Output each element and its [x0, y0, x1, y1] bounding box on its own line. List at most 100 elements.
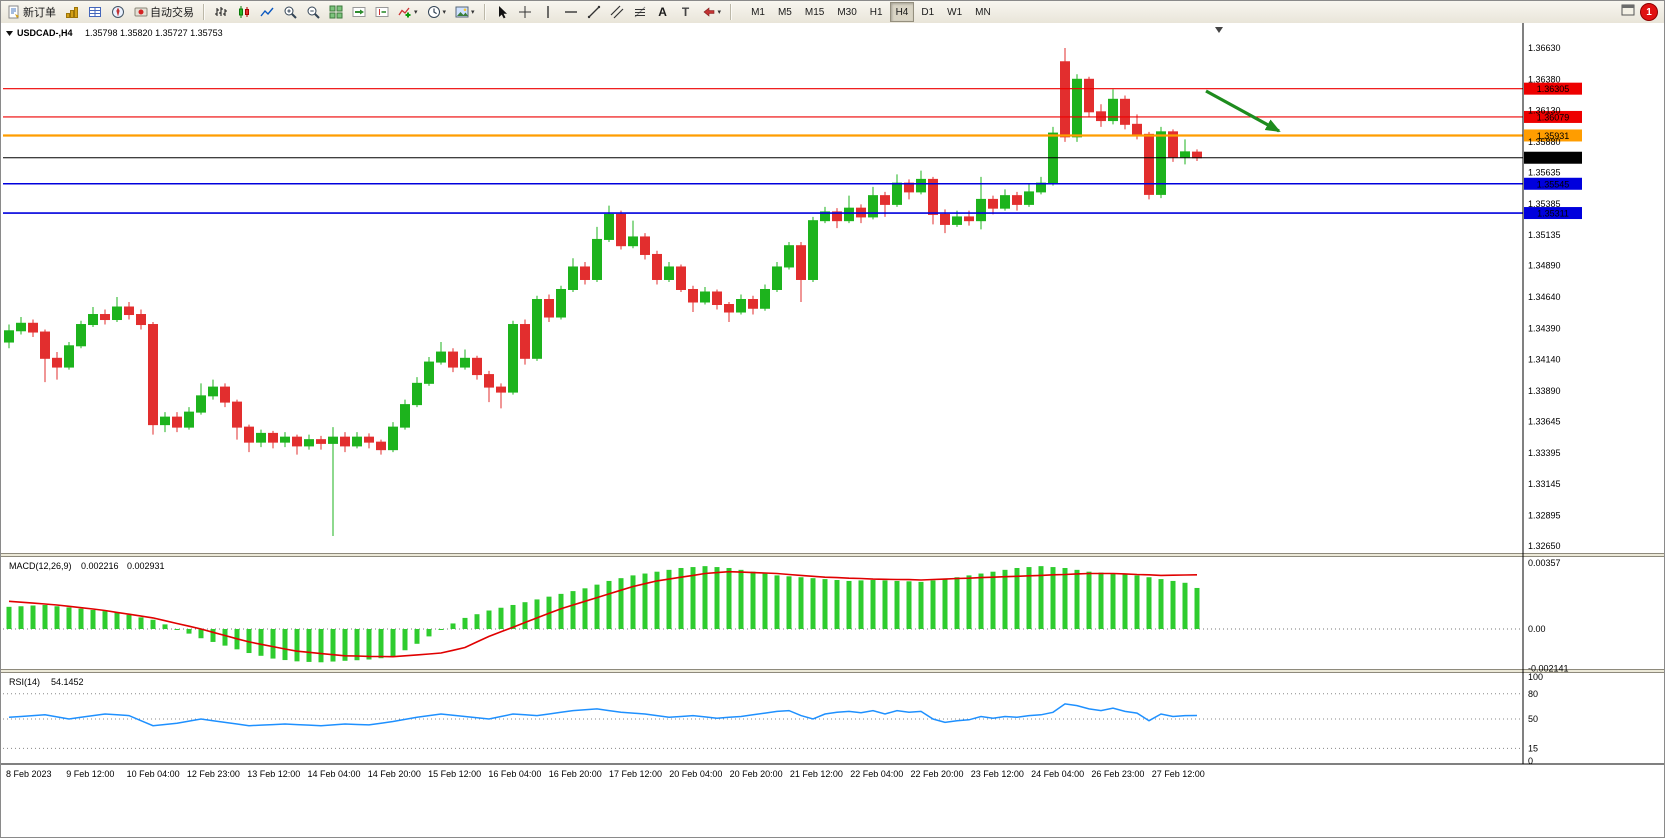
symbol-dropdown-icon[interactable] — [6, 31, 13, 36]
macd-histogram-bar — [414, 629, 420, 644]
chart-bars-button[interactable] — [210, 2, 232, 22]
rsi-axis-label: 15 — [1528, 743, 1538, 753]
candle — [208, 379, 218, 400]
chart-canvas[interactable]: USDCAD-,H4 1.35798 1.35820 1.35727 1.357… — [1, 23, 1665, 838]
price-level-badge[interactable] — [1524, 177, 1582, 190]
macd-histogram-bar — [654, 571, 660, 629]
macd-histogram-bar — [810, 578, 816, 629]
candle — [1168, 129, 1178, 162]
candle — [844, 195, 854, 224]
horizontal-line-icon — [564, 5, 578, 19]
macd-histogram-bar — [270, 629, 276, 659]
time-axis[interactable]: 8 Feb 2023 9 Feb 12:00 10 Feb 04:00 12 Feb … — [6, 769, 1205, 779]
candle — [1000, 189, 1010, 211]
timeframe-m30-button[interactable]: M30 — [831, 2, 862, 22]
time-axis-label: 26 Feb 23:00 — [1091, 769, 1144, 779]
price-level-resistance-1[interactable]: 1.36305 — [3, 82, 1582, 95]
zoom-in-button[interactable] — [279, 2, 301, 22]
macd-histogram-bar — [942, 579, 948, 629]
new-order-button[interactable]: 新订单 — [3, 2, 60, 22]
autotrade-button[interactable]: 自动交易 — [130, 2, 198, 22]
candle — [196, 383, 206, 415]
candle — [988, 195, 998, 215]
price-level-badge[interactable] — [1524, 151, 1582, 164]
price-level-badge[interactable] — [1524, 129, 1582, 142]
candle — [220, 383, 230, 408]
price-level-badge[interactable] — [1524, 110, 1582, 123]
candle — [172, 412, 182, 433]
candle — [76, 320, 86, 349]
timeframe-mn-button[interactable]: MN — [969, 2, 997, 22]
fibonacci-button[interactable] — [629, 2, 651, 22]
candle — [1108, 89, 1118, 125]
price-axis[interactable]: 1.36630 1.36380 1.36130 1.35880 1.35635 1.353… — [1528, 43, 1561, 551]
price-level-badge-text: 1.35931 — [1537, 131, 1570, 141]
text-button[interactable]: A — [652, 2, 674, 22]
panel-splitter[interactable] — [1, 553, 1665, 557]
horizontal-line-button[interactable] — [560, 2, 582, 22]
macd-main-value: 0.002216 — [81, 561, 119, 571]
macd-histogram-bar — [318, 629, 324, 663]
timeframe-h1-button[interactable]: H1 — [864, 2, 889, 22]
navigator-button[interactable] — [107, 2, 129, 22]
autoscroll-button[interactable] — [348, 2, 370, 22]
crosshair-button[interactable] — [514, 2, 536, 22]
timeframe-m15-button[interactable]: M15 — [799, 2, 830, 22]
macd-signal-value: 0.002931 — [127, 561, 165, 571]
candle — [640, 233, 650, 260]
timeframe-h4-button[interactable]: H4 — [889, 2, 915, 22]
tile-windows-button[interactable] — [325, 2, 347, 22]
trendline-button[interactable] — [583, 2, 605, 22]
candle — [892, 174, 902, 207]
dropdown-caret-icon: ▾ — [442, 8, 447, 16]
candle — [460, 349, 470, 370]
timeframe-m5-button[interactable]: M5 — [772, 2, 798, 22]
chart-candles-button[interactable] — [233, 2, 255, 22]
price-level-resistance-2[interactable]: 1.36079 — [3, 110, 1582, 123]
price-level-support-1[interactable]: 1.35545 — [3, 177, 1582, 190]
chart-shift-button[interactable] — [371, 2, 393, 22]
rsi-line — [8, 703, 1198, 727]
candle — [1084, 76, 1094, 117]
zoom-out-button[interactable] — [302, 2, 324, 22]
time-axis-label: 24 Feb 04:00 — [1031, 769, 1084, 779]
candle — [796, 241, 806, 303]
chart-shift-marker[interactable] — [1215, 27, 1223, 33]
price-level-badge[interactable] — [1524, 207, 1582, 220]
price-axis-label: 1.32895 — [1528, 510, 1561, 520]
timeframe-w1-button[interactable]: W1 — [941, 2, 968, 22]
price-level-bid[interactable]: 1.35753 — [3, 151, 1582, 164]
periods-button[interactable]: ▾ — [423, 2, 451, 22]
channel-button[interactable] — [606, 2, 628, 22]
macd-histogram-bar — [126, 614, 132, 629]
time-axis-label: 12 Feb 23:00 — [187, 769, 240, 779]
candle — [316, 435, 326, 450]
panel-splitter[interactable] — [1, 669, 1665, 673]
vertical-line-button[interactable] — [537, 2, 559, 22]
rsi-panel[interactable]: 100 80 50 15 0 — [3, 672, 1543, 766]
data-window-button[interactable] — [84, 2, 106, 22]
price-axis-label: 1.34890 — [1528, 261, 1561, 271]
macd-histogram-bar — [1182, 582, 1188, 629]
cursor-button[interactable] — [491, 2, 513, 22]
price-level-pivot[interactable]: 1.35931 — [3, 129, 1582, 142]
macd-histogram-bar — [1146, 577, 1152, 629]
macd-panel[interactable]: 0.00357 0.00 -0.002141 — [3, 558, 1569, 674]
price-level-support-2[interactable]: 1.35311 — [3, 207, 1582, 220]
price-axis-label: 1.33890 — [1528, 386, 1561, 396]
notification-badge[interactable]: 1 — [1640, 3, 1658, 21]
macd-histogram-bar — [738, 569, 744, 629]
chart-line-button[interactable] — [256, 2, 278, 22]
price-level-badge[interactable] — [1524, 82, 1582, 95]
market-watch-button[interactable] — [61, 2, 83, 22]
candle — [112, 297, 122, 323]
time-axis-label: 21 Feb 12:00 — [790, 769, 843, 779]
trend-arrow-annotation[interactable] — [1205, 89, 1281, 133]
indicators-button[interactable]: ▾ — [394, 2, 422, 22]
templates-button[interactable]: ▾ — [451, 2, 479, 22]
timeframe-d1-button[interactable]: D1 — [915, 2, 940, 22]
text-label-button[interactable]: T — [675, 2, 697, 22]
timeframe-m1-button[interactable]: M1 — [745, 2, 771, 22]
dropdown-caret-icon: ▾ — [717, 8, 722, 16]
arrows-button[interactable]: ▾ — [698, 2, 726, 22]
